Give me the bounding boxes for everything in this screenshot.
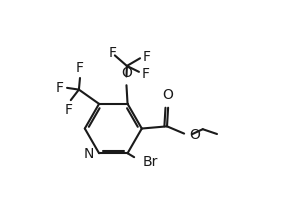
Text: O: O bbox=[189, 128, 200, 142]
Text: F: F bbox=[56, 81, 64, 95]
Text: O: O bbox=[163, 88, 174, 102]
Text: O: O bbox=[121, 66, 132, 80]
Text: F: F bbox=[143, 50, 151, 64]
Text: F: F bbox=[142, 67, 150, 81]
Text: F: F bbox=[76, 61, 84, 75]
Text: Br: Br bbox=[143, 155, 158, 169]
Text: F: F bbox=[65, 103, 73, 117]
Text: F: F bbox=[109, 46, 117, 60]
Text: N: N bbox=[84, 147, 94, 161]
